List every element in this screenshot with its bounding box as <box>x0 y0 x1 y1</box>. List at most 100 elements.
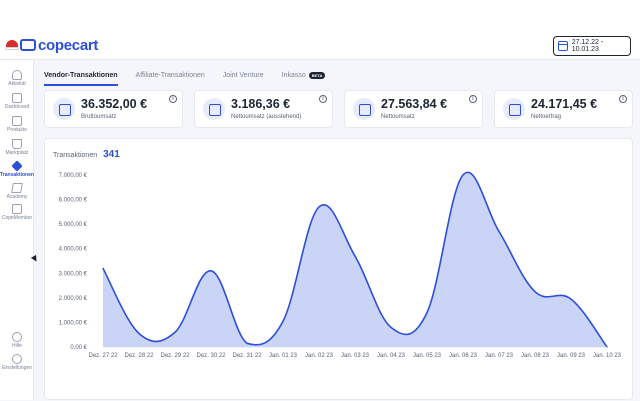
net-revenue-icon <box>353 98 375 120</box>
info-icon[interactable]: i <box>169 95 177 103</box>
sidebar-item-activity[interactable]: Aktivität <box>0 70 34 87</box>
revenue-icon <box>53 98 75 120</box>
sidebar-item-label: Academy <box>6 194 28 200</box>
area-fill <box>103 172 607 347</box>
data-point[interactable] <box>210 270 212 272</box>
data-point[interactable] <box>462 174 464 176</box>
x-tick-label: Jan. 01 23 <box>269 353 298 359</box>
sidebar-item-marketplace[interactable]: Marktplatz <box>0 139 34 156</box>
kpi-value: 3.186,36 € <box>231 97 291 111</box>
sidebar-item-label: Transaktionen <box>0 172 34 178</box>
x-tick-label: Dez. 27 22 <box>88 353 118 359</box>
x-tick-label: Jan. 08 23 <box>521 353 550 359</box>
y-tick-label: 3.000,00 € <box>59 271 88 277</box>
tab-affiliate-transactions[interactable]: Affiliate-Transaktionen <box>136 68 205 82</box>
tab-label: Vendor-Transaktionen <box>44 71 118 79</box>
tab-inkasso[interactable]: Inkasso BETA <box>282 68 326 82</box>
sidebar-item-label: Produkte <box>6 127 27 133</box>
info-icon[interactable]: i <box>319 95 327 103</box>
x-tick-label: Jan. 02 23 <box>305 353 334 359</box>
tab-joint-venture[interactable]: Joint Venture <box>223 68 264 82</box>
sidebar-item-settings[interactable]: Einstellungen <box>0 354 34 371</box>
pending-revenue-icon <box>203 98 225 120</box>
sidebar-item-copemember[interactable]: CopeMember <box>0 204 34 221</box>
x-tick-label: Dez. 28 22 <box>124 353 154 359</box>
transaction-tabs: Vendor-Transaktionen Affiliate-Transakti… <box>44 68 343 86</box>
data-point[interactable] <box>534 291 536 293</box>
tab-vendor-transactions[interactable]: Vendor-Transaktionen <box>44 68 118 86</box>
data-point[interactable] <box>390 326 392 328</box>
y-tick-label: 4.000,00 € <box>59 247 88 253</box>
kpi-label: Nettoumsatz <box>381 114 415 120</box>
info-icon[interactable]: i <box>469 95 477 103</box>
transactions-icon <box>11 160 23 172</box>
beta-badge: BETA <box>308 71 326 79</box>
sidebar-item-label: Dashboard <box>4 104 30 110</box>
sidebar-item-products[interactable]: Produkte <box>0 116 34 133</box>
data-point[interactable] <box>138 332 140 335</box>
sidebar-item-academy[interactable]: Academy <box>0 183 34 200</box>
logo-text: copecart <box>38 36 99 54</box>
transactions-chart: 0,00 € 1.000,00 € 2.000,00 € 3.000,00 € 4.00… <box>59 171 622 359</box>
data-point[interactable] <box>354 255 356 257</box>
x-tick-label: Jan. 07 23 <box>485 353 514 359</box>
tab-label: Inkasso <box>281 71 306 79</box>
data-point[interactable] <box>426 312 428 314</box>
sidebar-item-label: Hilfe <box>11 343 22 349</box>
y-tick-label: 0,00 € <box>70 345 87 351</box>
date-range-picker[interactable]: 27.12.22 - 10.01.23 <box>553 36 631 56</box>
sidebar-item-dashboard[interactable]: Dashboard <box>0 93 34 110</box>
top-bar: copecart 27.12.22 - 10.01.23 <box>0 0 640 60</box>
x-tick-label: Jan. 09 23 <box>557 353 586 359</box>
cap-icon <box>11 183 23 193</box>
x-tick-label: Dez. 31 22 <box>232 353 262 359</box>
kpi-card-gross-revenue: 36.352,00 € Bruttoumsatz i <box>44 90 183 128</box>
x-tick-label: Dez. 29 22 <box>160 353 190 359</box>
kpi-label: Nettoumsatz (ausstehend) <box>231 114 302 120</box>
data-point[interactable] <box>174 331 176 333</box>
y-tick-label: 5.000,00 € <box>59 222 88 228</box>
x-tick-label: Jan. 05 23 <box>413 353 442 359</box>
transactions-chart-card: 0,00 € 1.000,00 € 2.000,00 € 3.000,00 € 4.00… <box>44 138 633 400</box>
copecart-logo[interactable]: copecart <box>5 34 99 56</box>
products-icon <box>12 116 22 126</box>
data-point[interactable] <box>282 320 284 322</box>
kpi-card-net-earnings: 24.171,45 € Nettoertrag i <box>494 90 633 128</box>
tab-label: Joint Venture <box>222 71 264 79</box>
cart-icon <box>20 39 36 51</box>
kpi-label: Bruttoumsatz <box>81 114 117 120</box>
kpi-value: 24.171,45 € <box>531 97 598 111</box>
data-point[interactable] <box>102 267 104 269</box>
sidebar-item-label: Marktplatz <box>5 150 29 156</box>
member-icon <box>12 204 22 214</box>
x-tick-label: Jan. 03 23 <box>341 353 370 359</box>
x-tick-label: Jan. 10 23 <box>593 353 622 359</box>
y-tick-label: 6.000,00 € <box>59 198 88 204</box>
x-tick-label: Dez. 30 22 <box>196 353 226 359</box>
sidebar-item-help[interactable]: Hilfe <box>0 332 34 349</box>
y-tick-label: 1.000,00 € <box>59 320 88 326</box>
data-point[interactable] <box>246 342 248 344</box>
data-point[interactable] <box>498 230 500 233</box>
chart-title: Transaktionen <box>53 152 98 159</box>
santa-hat-icon <box>5 40 19 50</box>
kpi-card-net-pending: 3.186,36 € Nettoumsatz (ausstehend) i <box>194 90 333 128</box>
data-point[interactable] <box>318 206 320 208</box>
chart-header: Transaktionen 341 <box>53 149 120 160</box>
y-tick-label: 2.000,00 € <box>59 296 88 302</box>
date-range-text: 27.12.22 - 10.01.23 <box>571 39 604 53</box>
calendar-icon <box>558 41 568 51</box>
kpi-value: 27.563,84 € <box>381 97 448 111</box>
bell-icon <box>12 70 22 80</box>
data-point[interactable] <box>570 298 572 300</box>
y-tick-label: 7.000,00 € <box>59 173 88 179</box>
dashboard-icon <box>12 93 22 103</box>
kpi-value: 36.352,00 € <box>81 97 148 111</box>
sidebar-item-transactions[interactable]: Transaktionen <box>0 160 34 178</box>
help-icon <box>12 332 22 342</box>
transaction-count: 341 <box>103 149 120 160</box>
info-icon[interactable]: i <box>619 95 627 103</box>
gear-icon <box>12 354 22 364</box>
sidebar-item-label: CopeMember <box>1 215 33 221</box>
x-tick-label: Jan. 04 23 <box>377 353 406 359</box>
